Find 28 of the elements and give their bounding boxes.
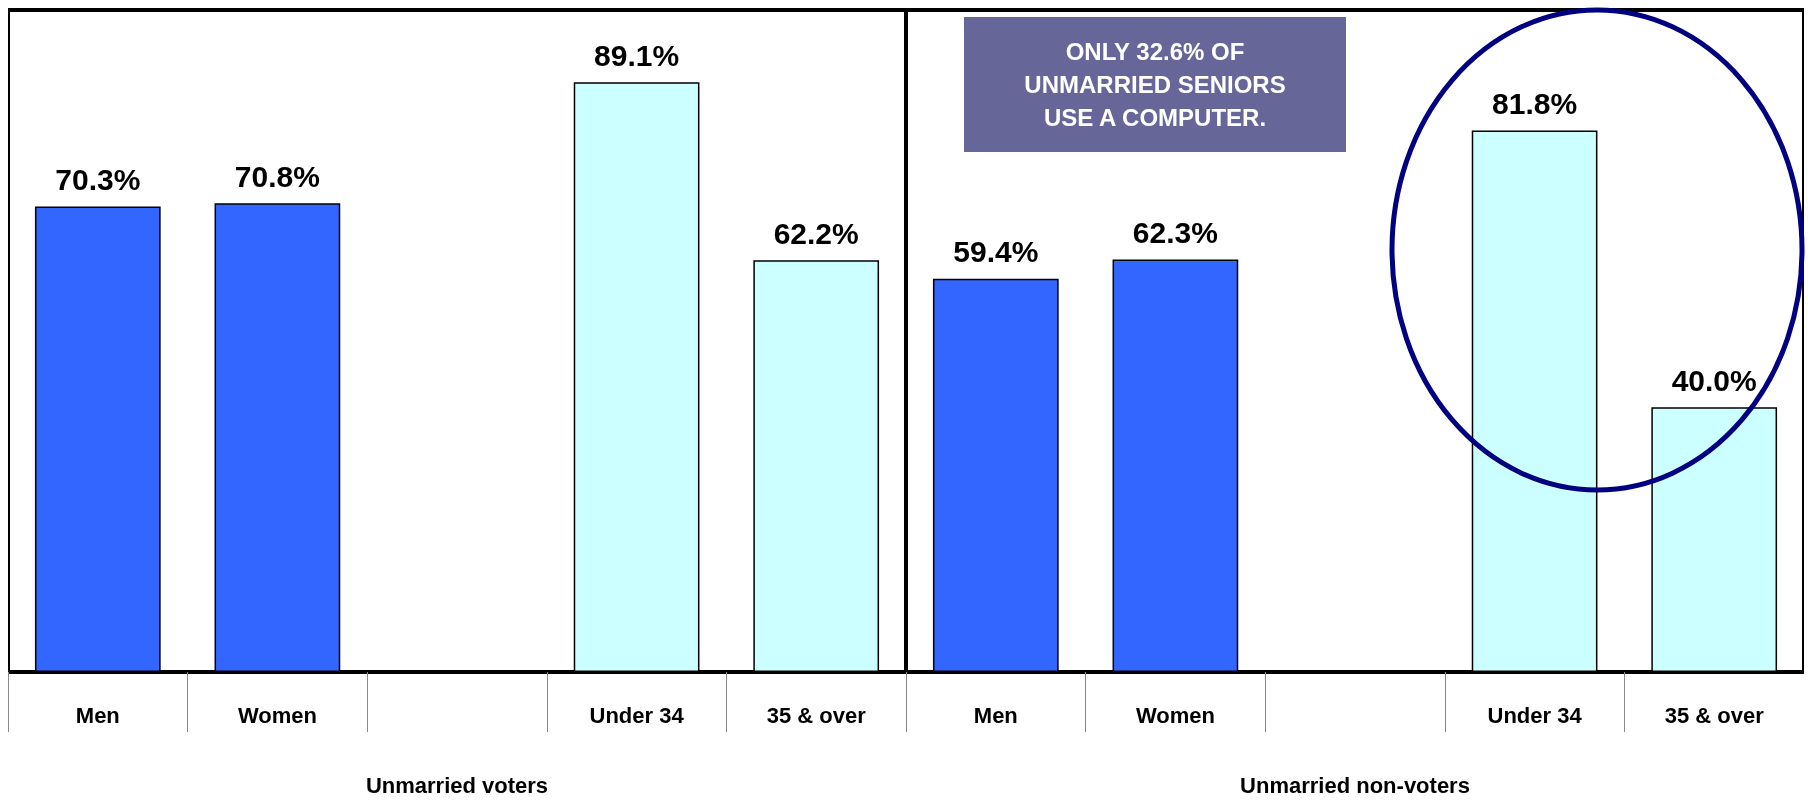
data-label: 89.1% [594,38,680,72]
data-label: 62.2% [773,216,859,250]
annotation: ONLY 32.6% OF UNMARRIED SENIORS USE A COMPUTER. [1024,38,1286,131]
x-tick-label: Women [1135,702,1215,728]
x-axis-title: Unmarried voters [365,772,549,798]
data-label: 81.8% [1492,86,1578,120]
x-tick-label: 35 & over [1664,702,1765,728]
bar [573,82,700,672]
data-label: 62.3% [1132,216,1218,250]
bar [1471,130,1598,672]
bar [214,203,341,672]
x-tick-label: Men [75,702,120,728]
bar [1651,407,1778,672]
data-label: 59.4% [953,235,1039,269]
bar [34,206,161,672]
x-tick-label: Women [237,702,317,728]
data-label: 70.3% [55,163,141,197]
x-tick-label: Under 34 [1487,702,1583,728]
callout-box: ONLY 32.6% OF UNMARRIED SENIORS USE A COMPUTER. [964,17,1346,152]
x-axis-title: Unmarried non-voters [1240,772,1470,798]
x-tick-label: Under 34 [589,702,685,728]
bar [753,260,880,672]
bar [1112,259,1239,672]
x-tick-label: 35 & over [766,702,867,728]
data-label: 70.8% [234,159,320,193]
data-label: 40.0% [1671,363,1757,397]
x-tick-label: Men [973,702,1018,728]
bar [932,278,1059,672]
